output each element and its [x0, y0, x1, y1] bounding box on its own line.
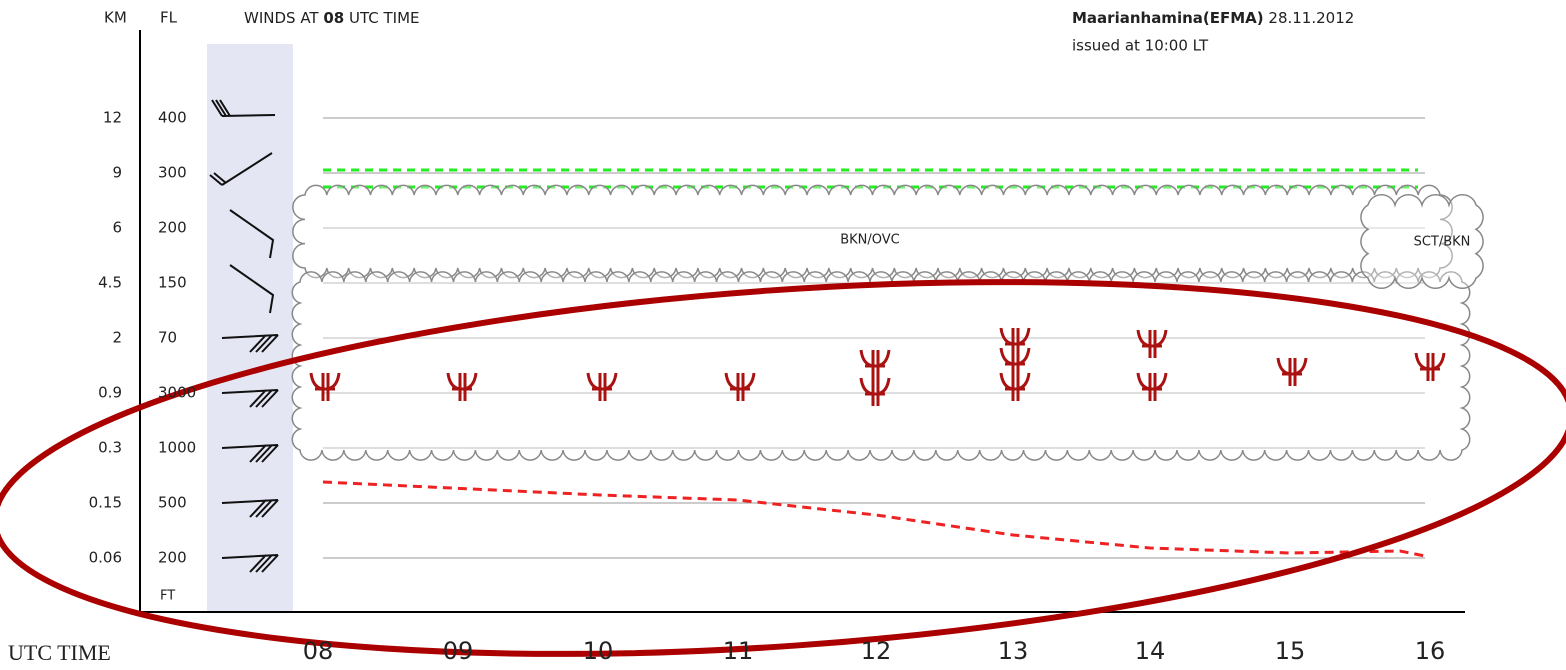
fl-label: 400	[158, 109, 187, 127]
km-label: KM	[104, 9, 127, 27]
km-label: 4.5	[98, 274, 122, 292]
fl-label: 150	[158, 274, 187, 292]
time-label: 14	[1135, 637, 1166, 665]
km-label: 0.3	[98, 439, 122, 457]
km-label: 9	[112, 164, 122, 182]
km-label: 0.15	[89, 494, 122, 512]
km-label: 2	[112, 329, 122, 347]
km-label: 6	[112, 219, 122, 237]
km-label: 0.06	[89, 549, 122, 567]
issued: issued at 10:00 LT	[1072, 37, 1209, 55]
freezing-level	[323, 482, 1425, 556]
fl-label: 3000	[158, 384, 196, 402]
cloud-label: SCT/BKN	[1414, 235, 1471, 250]
fl-label: 1000	[158, 439, 196, 457]
time-label: 16	[1415, 637, 1446, 665]
fl-label: 300	[158, 164, 187, 182]
time-label: 10	[583, 637, 614, 665]
fl-label: 200	[158, 549, 187, 567]
time-label: 11	[723, 637, 754, 665]
station: Maarianhamina(EFMA) 28.11.2012	[1072, 9, 1354, 27]
fl-label: FL	[160, 9, 178, 27]
x-label: UTC TIME	[8, 640, 111, 665]
ft-label: FT	[160, 589, 175, 604]
fl-label: 200	[158, 219, 187, 237]
cloud	[293, 185, 1452, 277]
cloud-label: BKN/OVC	[840, 233, 900, 248]
wind-band	[207, 44, 293, 612]
km-label: 12	[103, 109, 122, 127]
fl-label: 70	[158, 329, 177, 347]
time-label: 09	[443, 637, 474, 665]
time-label: 12	[861, 637, 892, 665]
km-label: 0.9	[98, 384, 122, 402]
time-label: 08	[303, 637, 334, 665]
title: WINDS AT 08 UTC TIME	[244, 9, 420, 27]
wind-cross-section: KM FL WINDS AT 08 UTC TIME Maarianhamina…	[0, 0, 1566, 670]
fl-label: 500	[158, 494, 187, 512]
time-label: 15	[1275, 637, 1306, 665]
time-label: 13	[998, 637, 1029, 665]
